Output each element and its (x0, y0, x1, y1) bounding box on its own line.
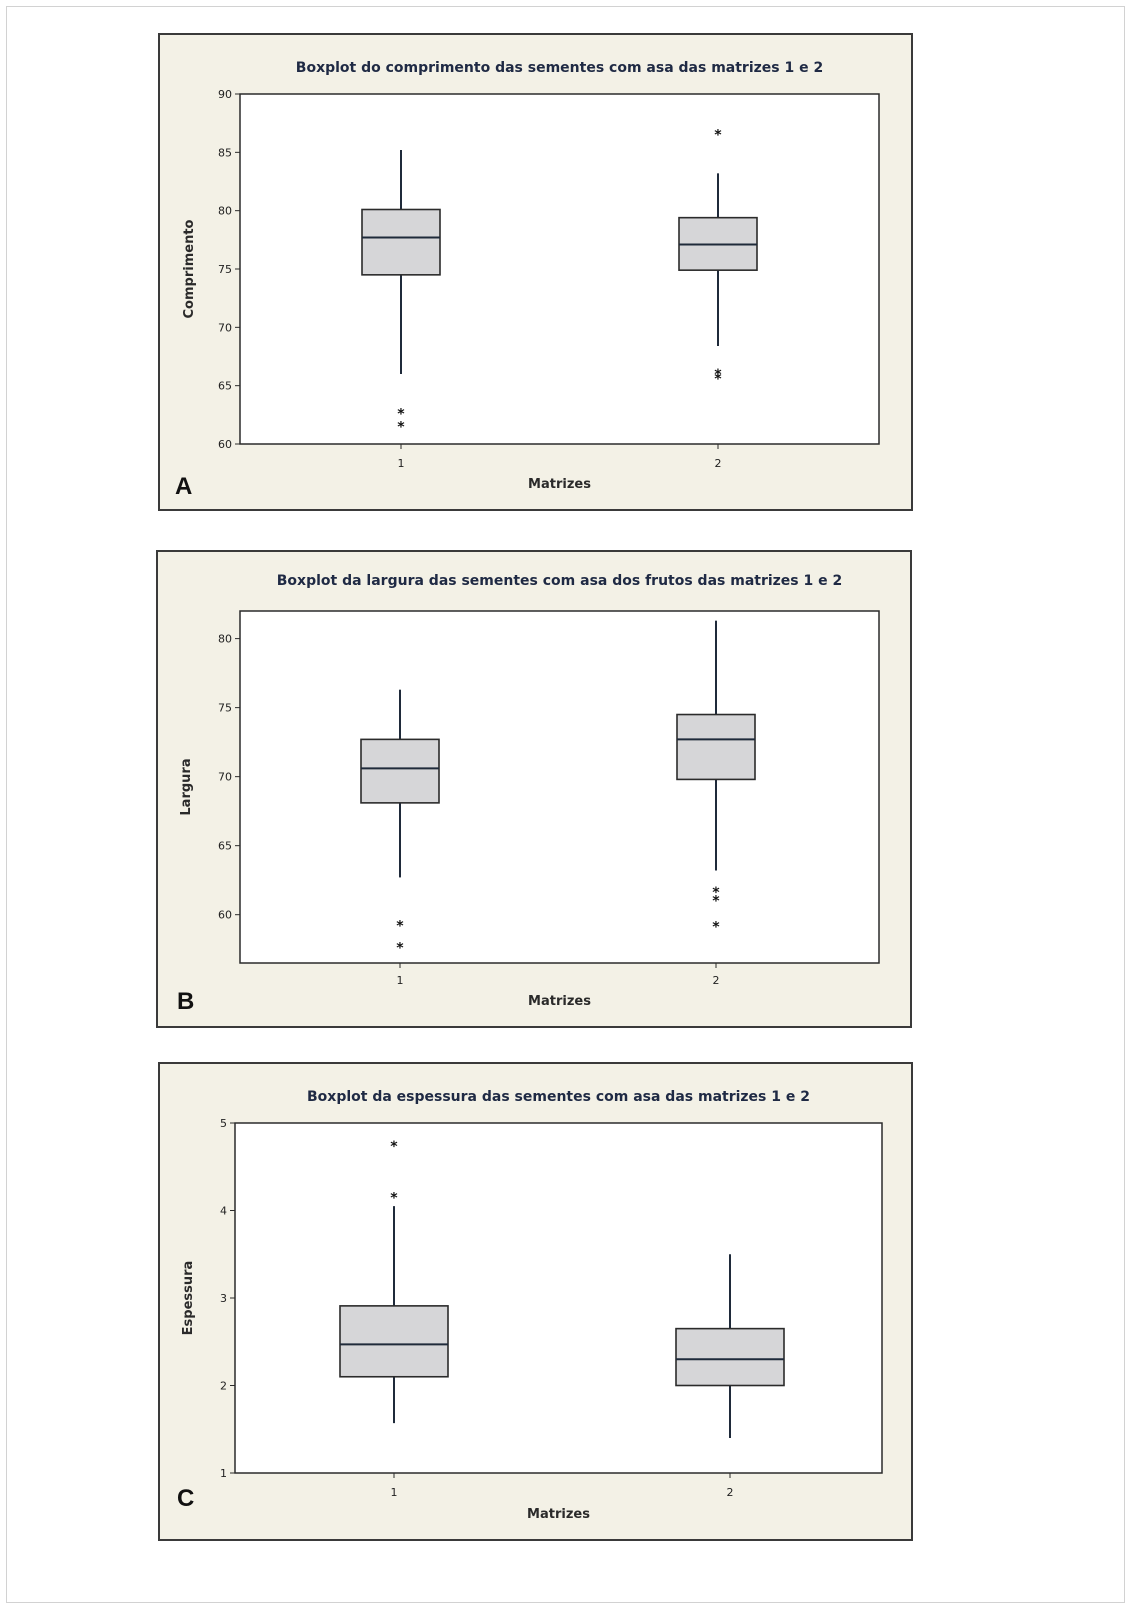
plot-area (239, 93, 880, 445)
y-axis-label: Largura (179, 758, 194, 815)
box-iqr (360, 738, 440, 804)
y-tick-label: 1 (220, 1467, 227, 1480)
y-tick-label: 65 (218, 840, 232, 853)
x-tick-label: 2 (727, 1486, 734, 1499)
outlier-point: * (396, 940, 404, 956)
chart-title: Boxplot da espessura das sementes com as… (307, 1089, 810, 1105)
outlier-point: * (714, 372, 722, 388)
outlier-point: * (396, 918, 404, 934)
y-tick-label: 3 (220, 1292, 227, 1305)
chart-title: Boxplot do comprimento das sementes com … (296, 60, 823, 76)
outlier-point: * (712, 920, 720, 936)
chart-panel-a: Boxplot do comprimento das sementes com … (158, 33, 913, 511)
panel-label-b: B (177, 988, 195, 1015)
chart-a-svg: Boxplot do comprimento das sementes com … (182, 60, 880, 492)
page-frame (6, 6, 1125, 1603)
y-tick-label: 70 (218, 321, 232, 334)
x-axis-label: Matrizes (528, 477, 591, 492)
y-tick-label: 60 (218, 438, 232, 451)
x-tick-label: 1 (398, 457, 405, 470)
chart-panel-c: Boxplot da espessura das sementes com as… (158, 1062, 913, 1541)
y-tick-label: 60 (218, 909, 232, 922)
y-tick-label: 4 (220, 1205, 227, 1218)
x-tick-label: 1 (397, 974, 404, 987)
box-iqr (675, 1327, 785, 1387)
y-tick-label: 80 (218, 205, 232, 218)
y-tick-label: 75 (218, 263, 232, 276)
x-tick-label: 2 (715, 457, 722, 470)
panel-label-c: C (177, 1485, 195, 1512)
chart-c-svg: Boxplot da espessura das sementes com as… (181, 1089, 883, 1522)
outlier-point: * (390, 1191, 398, 1207)
y-tick-label: 90 (218, 88, 232, 101)
y-tick-label: 2 (220, 1380, 227, 1393)
plot-area (234, 1122, 883, 1474)
x-axis-label: Matrizes (527, 1507, 590, 1522)
y-tick-label: 5 (220, 1117, 227, 1130)
x-tick-label: 2 (713, 974, 720, 987)
x-tick-label: 1 (391, 1486, 398, 1499)
outlier-point: * (714, 367, 722, 383)
y-axis-label: Espessura (181, 1261, 196, 1336)
y-axis-label: Comprimento (182, 219, 197, 318)
outlier-point: * (397, 419, 405, 435)
outlier-point: * (714, 128, 722, 144)
outlier-point: * (397, 407, 405, 423)
y-tick-label: 85 (218, 146, 232, 159)
chart-title: Boxplot da largura das sementes com asa … (277, 573, 842, 589)
outlier-point: * (390, 1139, 398, 1155)
panel-label-a: A (175, 473, 193, 500)
y-tick-label: 75 (218, 702, 232, 715)
box-iqr (361, 208, 441, 276)
box-iqr (339, 1305, 449, 1378)
chart-panel-b: Boxplot da largura das sementes com asa … (156, 550, 912, 1028)
y-tick-label: 65 (218, 380, 232, 393)
box-iqr (676, 713, 756, 781)
outlier-point: * (712, 885, 720, 901)
chart-b-svg: Boxplot da largura das sementes com asa … (179, 573, 880, 1009)
outlier-point: * (712, 894, 720, 910)
plot-area (239, 610, 880, 964)
y-tick-label: 80 (218, 633, 232, 646)
y-tick-label: 70 (218, 771, 232, 784)
x-axis-label: Matrizes (528, 994, 591, 1009)
